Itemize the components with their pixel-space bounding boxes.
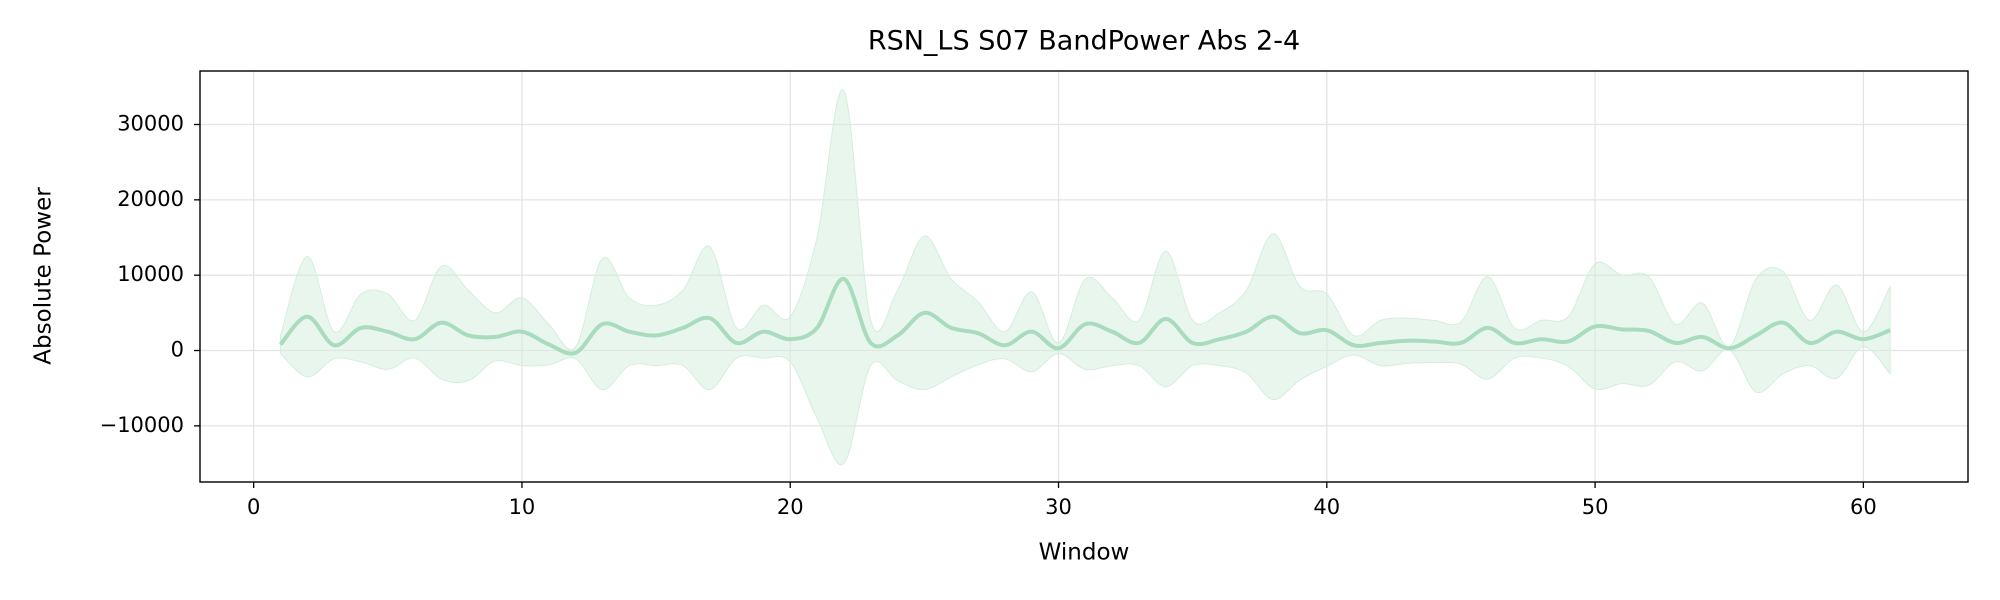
y-tick-label: 10000 [117,262,184,286]
y-tick-label: 20000 [117,187,184,211]
x-tick-label: 60 [1850,495,1877,519]
x-tick-label: 50 [1582,495,1609,519]
x-tick-label: 0 [247,495,260,519]
x-tick-label: 40 [1313,495,1340,519]
mean-line [278,276,1891,356]
x-axis-label: Window [1039,540,1130,566]
y-axis-label: Absolute Power [31,187,57,365]
std-band [279,89,1891,466]
y-tick-label: 0 [171,338,184,362]
x-tick-label: 20 [777,495,804,519]
y-tick-label: −10000 [100,413,184,437]
x-tick-label: 10 [509,495,536,519]
chart-title: RSN_LS S07 BandPower Abs 2-4 [868,26,1300,57]
y-tick-label: 30000 [117,111,184,135]
x-tick-label: 30 [1045,495,1072,519]
plot-frame [199,70,1969,483]
